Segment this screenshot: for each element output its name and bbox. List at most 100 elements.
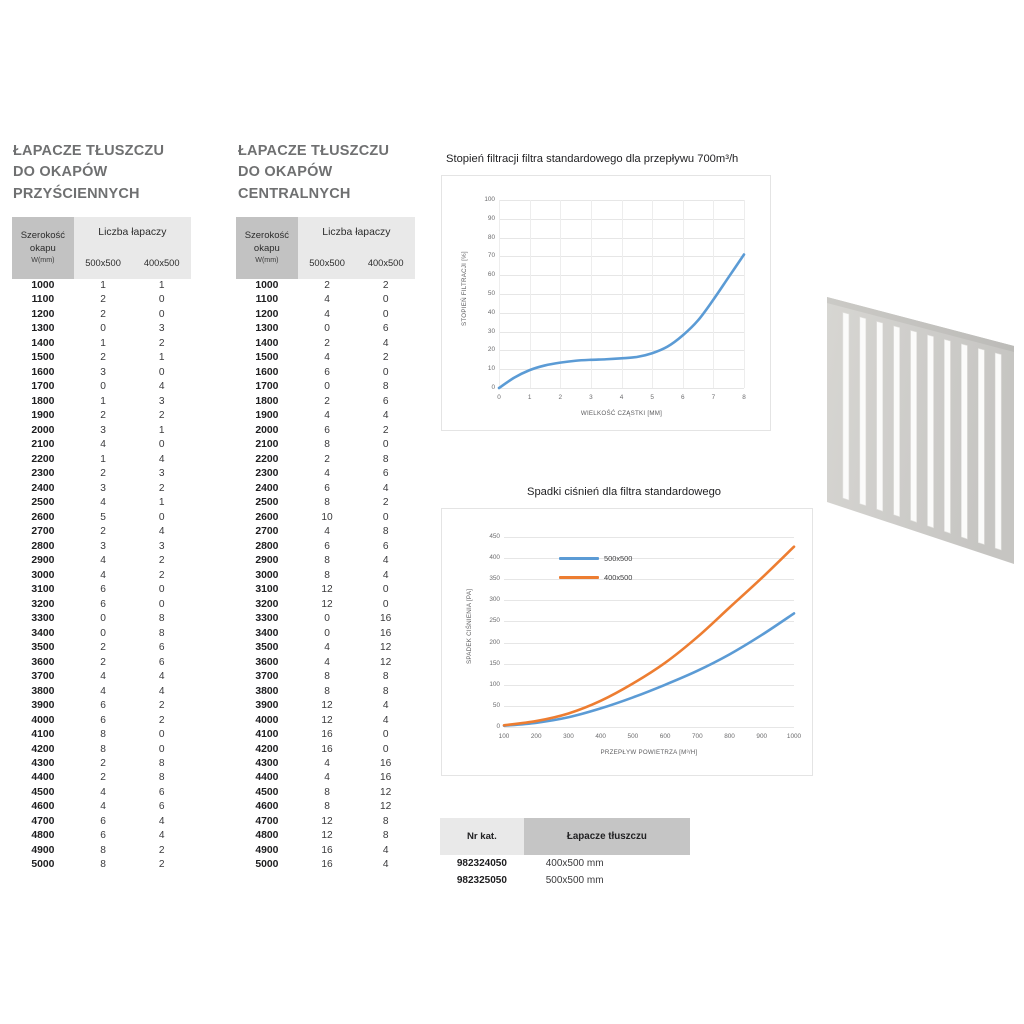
x-axis-tick: 800 bbox=[724, 733, 735, 740]
hood-width-cell: 3400 bbox=[236, 626, 298, 642]
count-400x500-cell: 3 bbox=[132, 322, 191, 337]
hood-width-cell: 2900 bbox=[236, 554, 298, 569]
count-500x500-cell: 2 bbox=[73, 771, 133, 786]
count-400x500-cell: 2 bbox=[356, 351, 415, 366]
count-400x500-cell: 8 bbox=[356, 684, 415, 700]
hood-width-cell: 1100 bbox=[12, 293, 74, 308]
count-400x500-cell: 8 bbox=[132, 771, 191, 786]
table-row: 2800 3 3 bbox=[12, 539, 191, 555]
count-500x500-cell: 2 bbox=[297, 279, 357, 294]
count-400x500-cell: 6 bbox=[132, 641, 191, 656]
table-row: 1800 2 6 bbox=[236, 394, 415, 410]
gridline-vertical bbox=[590, 200, 592, 388]
catalog-row: 982324050 400x500 mm bbox=[440, 855, 690, 872]
x-axis-title: WIELKOŚĆ CZĄSTKI [µm] bbox=[580, 410, 663, 417]
hood-width-cell: 3600 bbox=[236, 655, 298, 671]
hood-width-cell: 3400 bbox=[12, 626, 74, 642]
count-400x500-cell: 4 bbox=[132, 670, 191, 685]
hood-width-cell: 5000 bbox=[12, 858, 74, 873]
table-row: 1500 4 2 bbox=[236, 351, 415, 366]
central-size-b-header: 400x500 bbox=[356, 247, 415, 279]
hood-width-cell: 2300 bbox=[12, 467, 74, 482]
x-axis-title: PRZEPŁYW POWIETRZA [M³/H] bbox=[600, 749, 698, 756]
table-row: 2300 2 3 bbox=[12, 467, 191, 482]
hood-width-cell: 4200 bbox=[12, 742, 74, 757]
hood-width-cell: 1900 bbox=[236, 409, 298, 424]
hood-width-cell: 4600 bbox=[12, 800, 74, 815]
count-400x500-cell: 6 bbox=[132, 800, 191, 815]
hood-width-cell: 2800 bbox=[12, 539, 74, 555]
count-500x500-cell: 2 bbox=[297, 394, 357, 410]
hood-width-cell: 3500 bbox=[236, 641, 298, 656]
count-400x500-cell: 0 bbox=[132, 583, 191, 598]
count-500x500-cell: 8 bbox=[297, 496, 357, 511]
count-500x500-cell: 2 bbox=[73, 655, 133, 671]
y-axis-tick: 70 bbox=[487, 252, 495, 260]
table-row: 4300 4 16 bbox=[236, 756, 415, 772]
count-500x500-cell: 2 bbox=[73, 409, 133, 424]
table-row: 4500 8 12 bbox=[236, 785, 415, 801]
hood-width-cell: 3000 bbox=[236, 568, 298, 584]
count-400x500-cell: 16 bbox=[356, 771, 415, 786]
table-row: 1100 2 0 bbox=[12, 293, 191, 308]
count-400x500-cell: 6 bbox=[356, 394, 415, 410]
table-row: 3200 6 0 bbox=[12, 597, 191, 613]
table-row: 3700 4 4 bbox=[12, 670, 191, 685]
table-row: 3100 6 0 bbox=[12, 583, 191, 598]
table-row: 1900 4 4 bbox=[236, 409, 415, 424]
count-500x500-cell: 6 bbox=[297, 539, 357, 555]
gridline-vertical bbox=[499, 200, 500, 388]
hood-width-cell: 5000 bbox=[236, 858, 298, 873]
hood-width-cell: 3500 bbox=[12, 641, 74, 656]
wall-hoods-title: ŁAPACZE TŁUSZCZU DO OKAPÓW PRZYŚCIENNYCH bbox=[13, 143, 165, 202]
hood-width-cell: 4000 bbox=[12, 713, 74, 729]
hood-width-cell: 4800 bbox=[12, 829, 74, 844]
count-500x500-cell: 8 bbox=[297, 785, 357, 801]
count-500x500-cell: 8 bbox=[297, 568, 357, 584]
legend-item-400x500: 400x500 bbox=[559, 573, 632, 582]
hood-width-cell: 3000 bbox=[12, 568, 74, 584]
count-500x500-cell: 8 bbox=[297, 554, 357, 569]
count-400x500-cell: 8 bbox=[356, 829, 415, 844]
count-500x500-cell: 12 bbox=[297, 814, 357, 830]
table-row: 2500 8 2 bbox=[236, 496, 415, 511]
count-400x500-cell: 2 bbox=[356, 496, 415, 511]
table-row: 3400 0 8 bbox=[12, 626, 191, 642]
count-400x500-cell: 16 bbox=[356, 626, 415, 642]
table-row: 1200 4 0 bbox=[236, 307, 415, 323]
count-500x500-cell: 1 bbox=[73, 336, 133, 352]
table-row: 4000 6 2 bbox=[12, 713, 191, 729]
y-axis-tick: 60 bbox=[487, 271, 495, 279]
gridline-horizontal bbox=[504, 684, 794, 686]
count-500x500-cell: 6 bbox=[297, 423, 357, 439]
count-500x500-cell: 8 bbox=[73, 843, 133, 859]
count-400x500-cell: 4 bbox=[132, 814, 191, 830]
count-500x500-cell: 2 bbox=[73, 467, 133, 482]
count-400x500-cell: 0 bbox=[356, 510, 415, 526]
count-500x500-cell: 6 bbox=[73, 713, 133, 729]
central-group-header: Liczba łapaczy bbox=[297, 217, 415, 247]
y-axis-tick: 250 bbox=[489, 617, 500, 625]
hood-width-cell: 4900 bbox=[236, 843, 298, 859]
wall-size-a-header: 500x500 bbox=[73, 247, 133, 279]
hood-width-cell: 2100 bbox=[12, 438, 74, 453]
count-400x500-cell: 8 bbox=[356, 452, 415, 468]
table-row: 3800 4 4 bbox=[12, 684, 191, 700]
count-400x500-cell: 4 bbox=[356, 336, 415, 352]
hood-width-cell: 1200 bbox=[236, 307, 298, 323]
y-axis-tick: 400 bbox=[489, 554, 500, 562]
count-500x500-cell: 4 bbox=[297, 525, 357, 540]
hood-width-cell: 1500 bbox=[12, 351, 74, 366]
hood-width-cell: 3200 bbox=[12, 597, 74, 613]
count-500x500-cell: 10 bbox=[297, 510, 357, 526]
count-400x500-cell: 2 bbox=[132, 699, 191, 714]
hood-width-cell: 1700 bbox=[236, 380, 298, 395]
hood-width-cell: 3200 bbox=[236, 597, 298, 613]
central-width-line2: okapu bbox=[253, 243, 280, 255]
table-row: 2000 3 1 bbox=[12, 423, 191, 439]
table-row: 2400 6 4 bbox=[236, 481, 415, 497]
table-row: 1400 2 4 bbox=[236, 336, 415, 352]
count-400x500-cell: 12 bbox=[356, 785, 415, 801]
grease-filter-panel-image bbox=[827, 297, 1014, 564]
pressure-plot-area: 0 50 100 150 200 250 300 350 400 450 100 200 300 400 5… bbox=[489, 533, 801, 740]
